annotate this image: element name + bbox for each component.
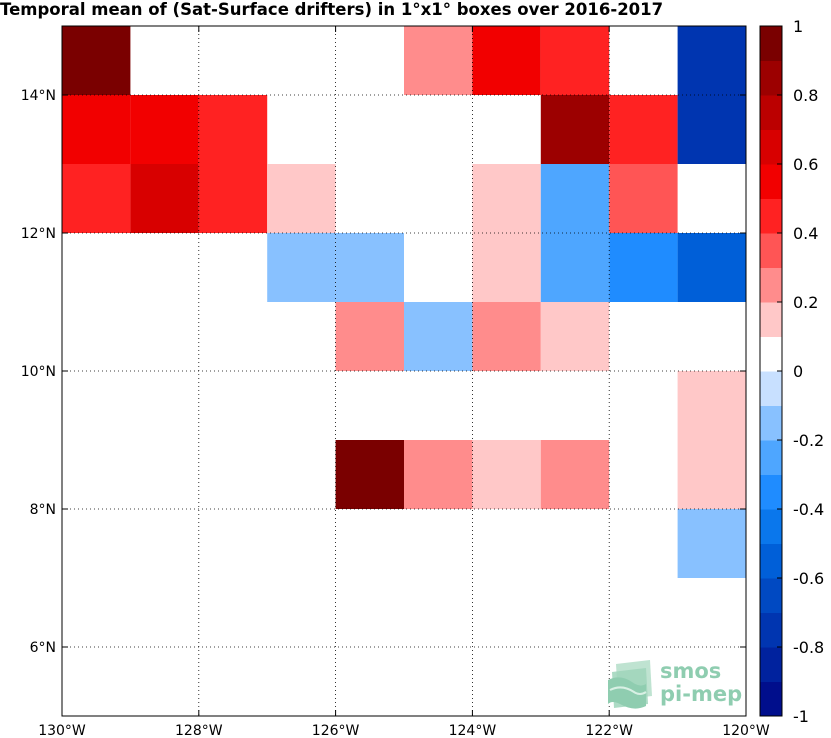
- axis-ticks: 130°W 128°W 126°W 124°W 122°W 120°W 6°N 8°N 10°N…: [21, 26, 770, 738]
- heatmap-cell: [404, 302, 473, 371]
- heatmap-cell: [335, 440, 404, 509]
- colorbar-swatch: [760, 129, 782, 165]
- colorbar-tick-label: 0.2: [793, 293, 818, 312]
- colorbar-tick-label: -0.2: [793, 431, 824, 450]
- y-tick-label: 8°N: [30, 502, 56, 518]
- heatmap-cell: [677, 95, 746, 164]
- heatmap-cell: [677, 440, 746, 509]
- heatmap-cell: [130, 95, 199, 164]
- x-tick-label: 126°W: [312, 723, 360, 738]
- heatmap-cell: [540, 233, 610, 302]
- colorbar-tick-label: 0.6: [793, 155, 818, 174]
- logo-text-pi-mep: pi-mep: [660, 682, 742, 706]
- colorbar-swatch: [760, 405, 782, 441]
- x-tick-label: 120°W: [722, 723, 770, 738]
- y-tick-label: 10°N: [21, 364, 56, 380]
- heatmap-cell: [267, 164, 336, 233]
- colorbar-swatch: [760, 647, 782, 682]
- x-tick-label: 122°W: [585, 723, 633, 738]
- logo-emblem-icon: [608, 660, 652, 709]
- heatmap-cell: [472, 164, 541, 233]
- heatmap-cell: [198, 164, 268, 233]
- heatmap-cell: [472, 26, 541, 95]
- heatmap-cell: [472, 302, 541, 371]
- heatmap-cell: [540, 164, 610, 233]
- colorbar-swatch: [760, 578, 782, 613]
- heatmap-cell: [677, 26, 746, 95]
- colorbar-swatch: [760, 233, 782, 268]
- heatmap-cell: [540, 95, 610, 164]
- colorbar-swatch: [760, 440, 782, 475]
- colorbar-swatch: [760, 198, 782, 234]
- colorbar-swatch: [760, 336, 782, 372]
- heatmap-cell: [62, 26, 131, 95]
- heatmap-cell: [677, 509, 746, 578]
- colorbar-tick-label: 0: [793, 362, 803, 381]
- colorbar-swatch: [760, 302, 782, 337]
- chart-title: Temporal mean of (Sat-Surface drifters) …: [0, 0, 664, 19]
- x-tick-label: 130°W: [38, 723, 86, 738]
- colorbar-tick-label: -0.6: [793, 569, 824, 588]
- x-tick-label: 124°W: [449, 723, 497, 738]
- heatmap-cell: [540, 302, 610, 371]
- heatmap-cell: [335, 233, 404, 302]
- colorbar-tick-label: 1: [793, 17, 803, 36]
- colorbar-swatch: [760, 681, 782, 717]
- colorbar-tick-label: -1: [793, 707, 809, 726]
- colorbar-tick-label: -0.8: [793, 638, 824, 657]
- colorbar-swatch: [760, 371, 782, 406]
- heatmap-cell: [609, 233, 678, 302]
- y-tick-label: 12°N: [21, 226, 56, 242]
- colorbar-tick-label: 0.8: [793, 86, 818, 105]
- heatmap-cell: [198, 95, 268, 164]
- y-tick-label: 6°N: [30, 640, 56, 656]
- colorbar-tick-label: 0.4: [793, 224, 818, 243]
- colorbar-swatch: [760, 509, 782, 544]
- heatmap-cell: [540, 440, 610, 509]
- colorbar-swatch: [760, 543, 782, 579]
- colorbar-swatch: [760, 612, 782, 648]
- heatmap-cell: [540, 26, 610, 95]
- heatmap-cell: [609, 164, 678, 233]
- heatmap-cell: [404, 440, 473, 509]
- heatmap-cell: [677, 371, 746, 440]
- colorbar: 1 0.8 0.6 0.4 0.2 0 -0.2 -0.4 -0.6 -0.8 -1: [759, 17, 824, 726]
- heatmap-cell: [62, 95, 131, 164]
- smos-pi-mep-logo: smos pi-mep: [608, 659, 742, 709]
- colorbar-swatch: [760, 474, 782, 510]
- heatmap-cell: [267, 233, 336, 302]
- colorbar-swatch: [760, 267, 782, 303]
- colorbar-swatch: [760, 26, 782, 61]
- heatmap-cell: [404, 26, 473, 95]
- logo-text-smos: smos: [660, 659, 721, 683]
- heatmap-cell: [130, 164, 199, 233]
- y-tick-label: 14°N: [21, 88, 56, 104]
- heatmap-cell: [472, 233, 541, 302]
- heatmap-cell: [62, 164, 131, 233]
- colorbar-tick-label: -0.4: [793, 500, 824, 519]
- heatmap-cell: [472, 440, 541, 509]
- colorbar-swatch: [760, 164, 782, 199]
- colorbar-swatch: [760, 95, 782, 130]
- heatmap-cells: [62, 26, 746, 578]
- heatmap-cell: [677, 233, 746, 302]
- heatmap-cell: [609, 95, 678, 164]
- colorbar-swatch: [760, 60, 782, 96]
- heatmap-cell: [335, 302, 404, 371]
- x-tick-label: 128°W: [175, 723, 223, 738]
